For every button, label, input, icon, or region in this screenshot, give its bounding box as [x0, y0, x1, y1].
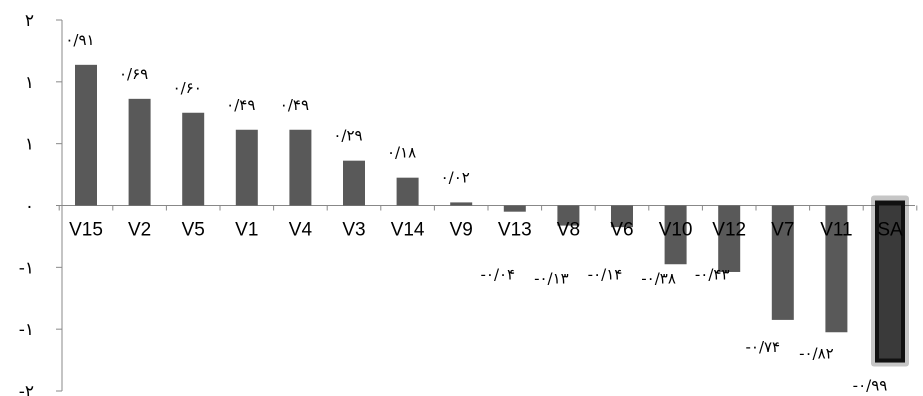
x-tick-label: V8	[557, 220, 580, 241]
x-tick-label: V3	[342, 220, 365, 241]
x-tick-label: V5	[182, 220, 205, 241]
x-axis-labels: V15 V2 V5 V1 V4 V3 V14 V9 V13 V8 V6 V10 V12 V7 V11 SA	[69, 220, 903, 241]
bar-v11	[825, 205, 848, 333]
y-tick-label: -۱	[19, 320, 34, 340]
y-tick-label: ۲	[25, 11, 34, 31]
data-label: ۰/۹۱	[65, 31, 94, 49]
x-tick-label: V1	[235, 220, 258, 241]
bar-v4	[289, 129, 312, 206]
bar-v7	[771, 205, 794, 320]
data-label: ۰/۶۰	[173, 79, 202, 97]
x-tick-label: V9	[450, 220, 473, 241]
y-axis: ۲ ۱ ۱ ۰ -۱ -۱ -۲	[19, 11, 63, 396]
data-label: -۰/۳۸	[641, 270, 676, 288]
bar-v12	[718, 205, 741, 272]
data-label: -۰/۹۹	[853, 377, 888, 395]
data-label: -۰/۸۲	[799, 344, 834, 362]
bar-v14	[396, 177, 419, 206]
x-tick-label: SA	[877, 220, 903, 241]
y-tick-label: -۱	[19, 258, 34, 278]
y-tick-label: -۲	[19, 382, 34, 396]
bar-v15	[75, 64, 97, 206]
data-label: ۰/۶۹	[119, 65, 148, 83]
data-label: ۰/۲۹	[333, 127, 362, 145]
bar-sa	[879, 205, 901, 359]
bar-v13	[503, 205, 526, 212]
y-tick-label: ۱	[25, 135, 34, 155]
x-tick-label: V10	[659, 220, 693, 241]
y-tick-label: ۱	[25, 73, 34, 93]
data-label: -۰/۱۴	[588, 266, 623, 284]
x-tick-label: V4	[289, 220, 313, 241]
x-tick-label: V15	[69, 220, 103, 241]
data-label: ۰/۱۸	[387, 144, 416, 162]
x-tick-label: V2	[128, 220, 151, 241]
x-tick-label: V6	[610, 220, 633, 241]
data-label: ۰/۴۹	[226, 96, 255, 114]
data-label: -۰/۷۴	[745, 338, 780, 356]
bars	[58, 64, 918, 367]
bar-v9	[450, 202, 473, 206]
x-tick-label: V11	[820, 220, 852, 241]
bar-v5	[182, 112, 205, 206]
data-labels: ۰/۹۱ ۰/۶۹ ۰/۶۰ ۰/۴۹ ۰/۴۹ ۰/۲۹ ۰/۱۸ ۰/۰۲ -۰/۰۴ -۰/…	[65, 31, 887, 395]
data-label: -۰/۰۴	[480, 266, 515, 284]
bar-v2	[128, 98, 151, 206]
bar-v8	[557, 205, 580, 226]
bar-v10	[664, 205, 687, 265]
data-label: ۰/۴۹	[280, 96, 309, 114]
y-tick-label: ۰	[25, 197, 34, 217]
x-tick-label: V7	[771, 220, 794, 241]
bar-v6	[611, 205, 633, 228]
data-label: -۰/۴۳	[695, 266, 730, 284]
bar-v3	[343, 160, 365, 206]
data-label: -۰/۱۳	[534, 270, 569, 288]
x-tick-label: V14	[391, 220, 425, 241]
bar-v1	[235, 129, 258, 206]
x-tick-label: V13	[498, 220, 532, 241]
x-tick-label: V12	[712, 220, 746, 241]
data-label: ۰/۰۲	[441, 168, 470, 186]
